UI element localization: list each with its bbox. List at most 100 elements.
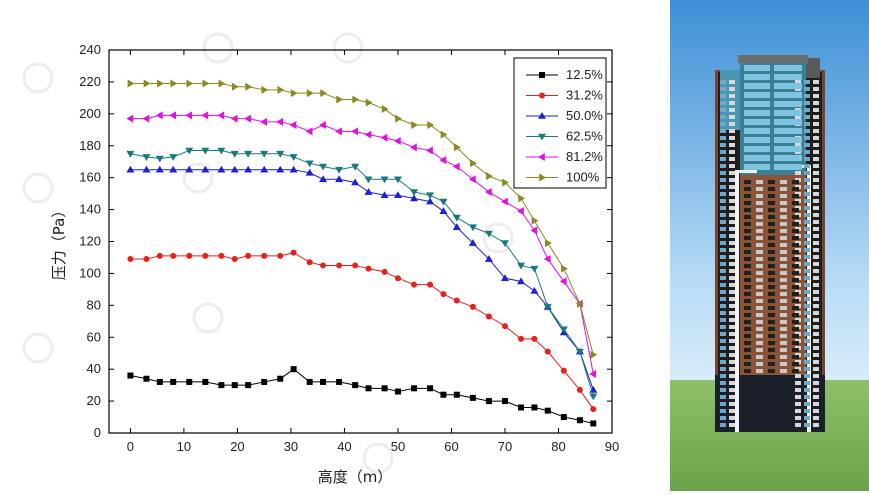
data-point <box>410 143 417 152</box>
window <box>720 339 726 343</box>
window <box>795 388 801 392</box>
window <box>729 269 735 273</box>
window <box>813 94 819 98</box>
window <box>756 334 763 338</box>
data-point <box>157 79 164 88</box>
window <box>720 290 726 294</box>
window <box>720 87 726 91</box>
data-point <box>411 281 418 288</box>
data-point <box>143 79 151 88</box>
window <box>804 395 810 399</box>
series-line-0 <box>130 368 594 424</box>
window <box>729 101 735 105</box>
window <box>729 150 735 154</box>
window <box>720 311 726 315</box>
data-point <box>500 274 509 282</box>
window <box>774 128 802 134</box>
window <box>804 269 810 273</box>
y-tick-label: 220 <box>79 74 101 89</box>
data-point <box>260 150 269 158</box>
window <box>804 346 810 350</box>
data-point <box>560 414 567 421</box>
data-point <box>364 176 373 184</box>
window <box>792 278 799 282</box>
window <box>780 222 787 226</box>
data-point <box>453 391 460 398</box>
data-point <box>531 404 538 411</box>
series-line-2 <box>130 169 594 391</box>
data-point <box>380 176 389 184</box>
data-point <box>440 391 447 398</box>
window <box>768 320 775 324</box>
window <box>729 157 735 161</box>
window <box>813 262 819 266</box>
y-tick-label: 80 <box>87 297 101 312</box>
window <box>804 360 810 364</box>
window <box>729 234 735 238</box>
window <box>804 416 810 420</box>
data-point <box>410 189 419 197</box>
y-tick-label: 200 <box>79 106 101 121</box>
data-point <box>517 262 526 270</box>
data-point <box>170 378 177 385</box>
window <box>804 423 810 427</box>
window <box>780 306 787 310</box>
window <box>804 290 810 294</box>
x-tick-label: 50 <box>391 439 405 454</box>
data-point <box>261 85 269 94</box>
window <box>720 171 726 175</box>
window <box>768 208 775 212</box>
window <box>744 65 770 71</box>
window <box>804 199 810 203</box>
window <box>756 194 763 198</box>
data-point <box>277 85 285 94</box>
data-point <box>230 114 238 123</box>
window <box>720 164 726 168</box>
legend-label: 50.0% <box>566 108 603 123</box>
data-point <box>365 98 373 107</box>
window <box>804 178 810 182</box>
data-point <box>486 172 493 181</box>
window <box>804 325 810 329</box>
window <box>744 320 751 324</box>
y-tick-label: 0 <box>94 425 101 440</box>
window <box>792 222 799 226</box>
data-point <box>202 378 209 385</box>
window <box>729 206 735 210</box>
window <box>756 250 763 254</box>
window <box>792 334 799 338</box>
x-tick-label: 60 <box>444 439 458 454</box>
window <box>729 192 735 196</box>
window <box>804 192 810 196</box>
data-point <box>381 268 388 275</box>
window <box>756 257 763 261</box>
window <box>780 271 787 275</box>
data-point <box>277 252 284 259</box>
data-point <box>427 281 434 288</box>
window <box>729 297 735 301</box>
window <box>729 80 735 84</box>
window <box>795 143 801 147</box>
window <box>792 215 799 219</box>
window <box>813 192 819 196</box>
window <box>792 201 799 205</box>
window <box>780 180 787 184</box>
window <box>792 292 799 296</box>
window <box>768 271 775 275</box>
data-point <box>155 111 163 120</box>
window <box>792 187 799 191</box>
window <box>744 250 751 254</box>
window <box>795 395 801 399</box>
window <box>804 171 810 175</box>
data-point <box>452 214 461 222</box>
window <box>744 180 751 184</box>
window <box>729 416 735 420</box>
data-point <box>468 239 477 246</box>
window <box>780 362 787 366</box>
window <box>813 346 819 350</box>
window <box>792 348 799 352</box>
window <box>756 236 763 240</box>
window <box>780 187 787 191</box>
window <box>729 290 735 294</box>
window <box>744 243 751 247</box>
